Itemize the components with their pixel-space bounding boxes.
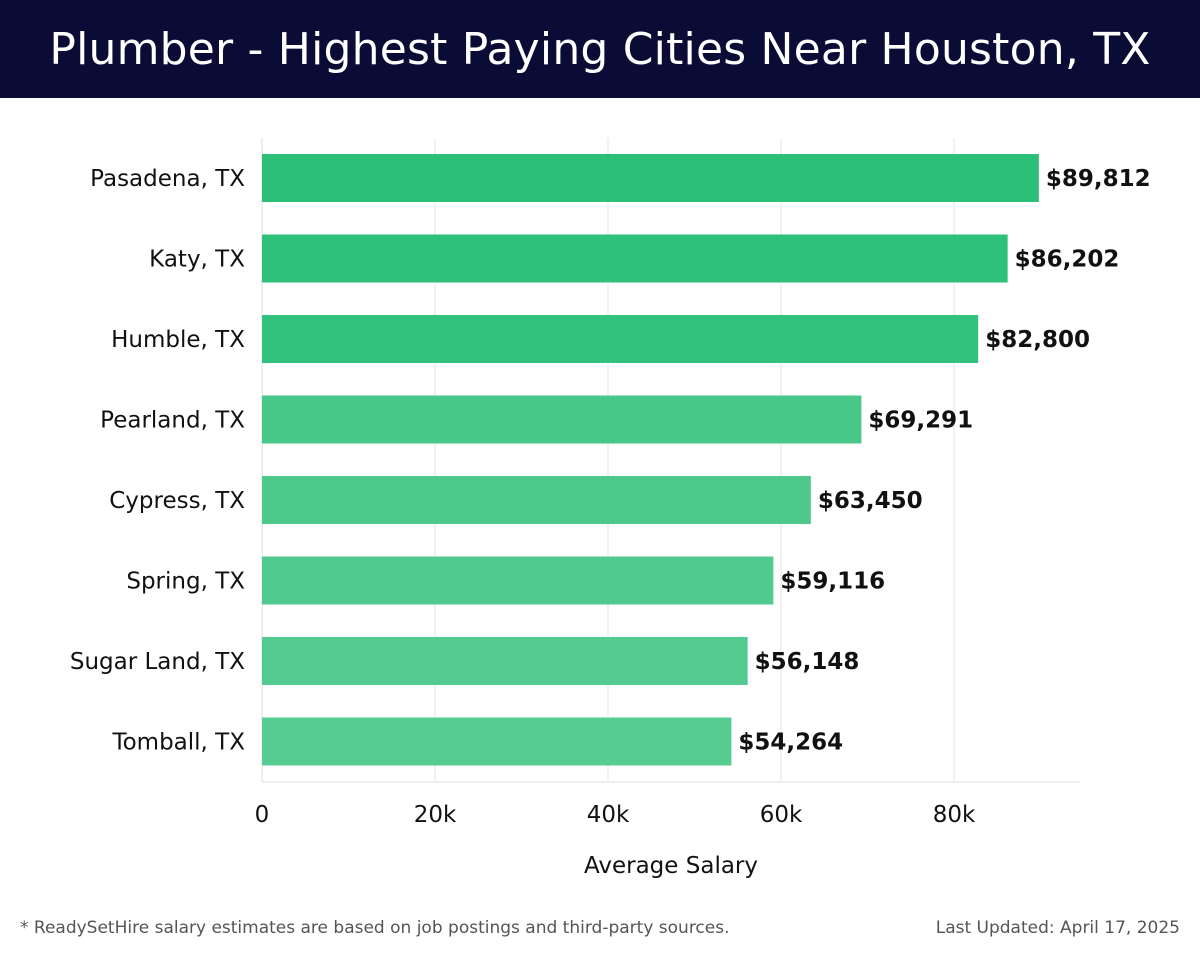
bar-4 [262, 476, 811, 524]
value-label: $69,291 [868, 408, 973, 434]
category-label: Humble, TX [111, 327, 245, 353]
category-label: Sugar Land, TX [70, 649, 245, 675]
footnote: * ReadySetHire salary estimates are base… [20, 918, 730, 938]
value-label: $86,202 [1015, 247, 1120, 273]
category-label: Spring, TX [126, 569, 245, 595]
bar-3 [262, 395, 862, 444]
value-label: $59,116 [780, 569, 885, 595]
bar-0 [262, 154, 1039, 202]
x-tick-label: 60k [760, 802, 803, 828]
value-label: $82,800 [985, 327, 1090, 353]
value-label: $63,450 [818, 488, 923, 514]
category-label: Katy, TX [149, 247, 245, 273]
category-label: Pasadena, TX [90, 166, 245, 192]
x-tick-label: 0 [255, 802, 270, 828]
bar-5 [262, 556, 774, 605]
bar-7 [262, 717, 732, 766]
category-label: Cypress, TX [109, 488, 245, 514]
x-tick-label: 80k [933, 802, 976, 828]
value-label: $56,148 [755, 649, 860, 675]
bar-1 [262, 234, 1008, 283]
value-label: $89,812 [1046, 166, 1151, 192]
last-updated: Last Updated: April 17, 2025 [935, 918, 1180, 938]
bar-2 [262, 315, 979, 363]
x-tick-label: 20k [414, 802, 457, 828]
chart-title: Plumber - Highest Paying Cities Near Hou… [49, 23, 1151, 75]
x-axis-title: Average Salary [584, 853, 758, 879]
chart-header: Plumber - Highest Paying Cities Near Hou… [0, 0, 1200, 98]
category-label: Tomball, TX [111, 730, 245, 756]
category-label: Pearland, TX [100, 408, 245, 434]
bar-6 [262, 637, 748, 685]
value-label: $54,264 [738, 730, 843, 756]
x-tick-label: 40k [587, 802, 630, 828]
